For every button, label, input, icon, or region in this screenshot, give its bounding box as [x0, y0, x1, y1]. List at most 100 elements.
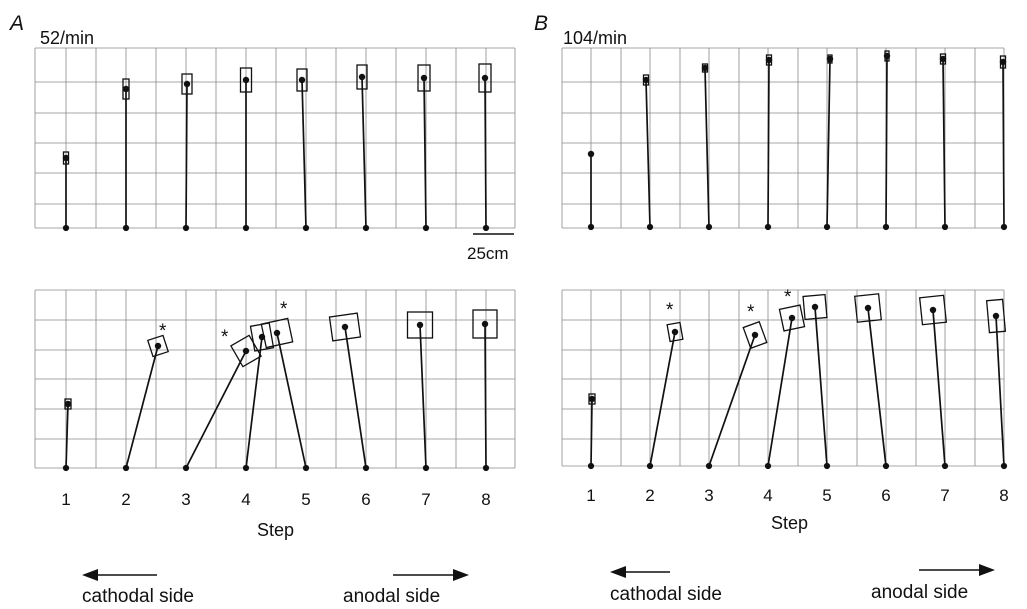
- a-top-step-6-foot-dot: [362, 224, 370, 232]
- step-ticks-b: 1 2 3 4 5 6 7 8: [586, 486, 1008, 505]
- b-bottom-step-3-leg: [708, 334, 756, 467]
- a-top-step-1-body-dot: [62, 154, 70, 162]
- a-bottom-step-5-body-box: [260, 317, 294, 349]
- b-bottom-step-2-body-dot: [671, 328, 679, 336]
- a-top-step-3-body-box: [181, 73, 193, 95]
- cathodal-arrow-a: [82, 569, 157, 581]
- rate-label-b: 104/min: [563, 28, 627, 48]
- b-top-step-3-leg: [704, 67, 710, 228]
- a-bottom-step-2-star: *: [159, 321, 167, 342]
- b-top-step-8-body-dot: [999, 58, 1007, 66]
- x-axis-label-b: Step: [771, 513, 808, 533]
- b-top-step-8-leg: [1002, 61, 1005, 228]
- b-bottom-step-8-foot-dot: [1000, 462, 1008, 470]
- grid-b-bottom: [561, 289, 1005, 467]
- a-top-step-4-body-box: [239, 67, 253, 93]
- panel-letter-b: B: [534, 12, 548, 35]
- b-top-step-7-foot-dot: [941, 223, 949, 231]
- a-top-step-5-foot-dot: [302, 224, 310, 232]
- step-tick-label: 1: [61, 490, 70, 509]
- b-bottom-step-3-star: *: [747, 302, 755, 323]
- b-bottom-step-7-body-box: [918, 294, 948, 326]
- b-top-step-1-foot-dot: [587, 223, 595, 231]
- grid-b-top: [561, 47, 1005, 229]
- b-top-step-4-body-dot: [765, 56, 773, 64]
- b-bottom-step-2-body-box: [666, 321, 684, 343]
- step-tick-label: 2: [645, 486, 654, 505]
- a-top-step-1-foot-dot: [62, 224, 70, 232]
- step-tick-label: 3: [704, 486, 713, 505]
- b-bottom-step-5-leg: [814, 306, 828, 467]
- b-bottom-step-4-foot-dot: [764, 462, 772, 470]
- a-top-step-8-leg: [484, 77, 487, 229]
- a-top-step-3-foot-dot: [182, 224, 190, 232]
- b-bottom-step-2-star: *: [666, 300, 674, 321]
- a-top-step-5-body-dot: [298, 76, 306, 84]
- a-bottom-step-8-leg: [484, 323, 487, 469]
- a-top-step-8-body-dot: [481, 74, 489, 82]
- step-tick-label: 5: [822, 486, 831, 505]
- a-bottom-step-3-body-dot: [242, 347, 250, 355]
- a-bottom-step-5-body-dot: [273, 329, 281, 337]
- a-bottom-step-5-foot-dot: [302, 464, 310, 472]
- rate-label-a: 52/min: [40, 28, 94, 48]
- a-top-step-7-foot-dot: [422, 224, 430, 232]
- a-top-step-3-body-dot: [183, 80, 191, 88]
- step-tick-label: 3: [181, 490, 190, 509]
- a-bottom-step-2-foot-dot: [122, 464, 130, 472]
- a-bottom-step-8-body-box: [472, 309, 498, 339]
- a-bottom-step-5-leg: [276, 332, 307, 469]
- a-bottom-step-7-body-dot: [416, 321, 424, 329]
- a-bottom-step-2-body-dot: [154, 342, 162, 350]
- a-bottom-step-2-leg: [125, 345, 159, 469]
- cathodal-arrow-b: [610, 566, 670, 578]
- step-tick-label: 7: [940, 486, 949, 505]
- step-tick-label: 6: [361, 490, 370, 509]
- b-bottom-step-6-body-box: [853, 293, 883, 323]
- x-axis-label-a: Step: [257, 520, 294, 540]
- b-bottom-step-3-foot-dot: [705, 462, 713, 470]
- step-tick-label: 1: [586, 486, 595, 505]
- b-bottom-step-1-leg: [590, 398, 593, 467]
- anodal-arrow-a: [393, 569, 469, 581]
- cathodal-label-a: cathodal side: [82, 586, 194, 607]
- b-bottom-step-4-body-dot: [788, 314, 796, 322]
- b-bottom-step-1-foot-dot: [587, 462, 595, 470]
- b-bottom-step-8-body-dot: [992, 312, 1000, 320]
- a-top-step-7-leg: [423, 77, 427, 229]
- b-bottom-step-8-body-box: [985, 298, 1007, 334]
- b-top-step-6-leg: [885, 55, 888, 228]
- a-bottom-step-1-foot-dot: [62, 464, 70, 472]
- a-bottom-step-7-leg: [419, 324, 427, 469]
- a-bottom-step-3-leg: [185, 350, 247, 469]
- a-top-step-2-body-dot: [122, 85, 130, 93]
- b-top-step-5-body-dot: [826, 55, 834, 63]
- b-top-step-2-leg: [645, 79, 651, 228]
- a-bottom-step-6-body-box: [328, 312, 362, 342]
- a-top-step-6-body-dot: [358, 73, 366, 81]
- grid-a-top: [34, 47, 516, 229]
- anodal-label-a: anodal side: [343, 586, 440, 607]
- b-top-step-4-leg: [767, 59, 770, 228]
- b-bottom-step-6-body-dot: [864, 304, 872, 312]
- b-top-step-5-leg: [826, 58, 831, 228]
- step-tick-label: 6: [881, 486, 890, 505]
- a-bottom-step-3-star: *: [221, 327, 229, 348]
- step-tick-label: 8: [999, 486, 1008, 505]
- a-bottom-step-6-foot-dot: [362, 464, 370, 472]
- step-tick-label: 2: [121, 490, 130, 509]
- a-top-step-5-leg: [301, 79, 307, 229]
- a-bottom-step-1-body-dot: [64, 400, 72, 408]
- b-top-step-6-body-dot: [883, 52, 891, 60]
- b-top-step-3-foot-dot: [705, 223, 713, 231]
- a-bottom-step-4-leg: [245, 336, 263, 469]
- a-bottom-step-8-foot-dot: [482, 464, 490, 472]
- b-bottom-step-4-leg: [767, 317, 793, 467]
- a-top-step-7-body-dot: [420, 74, 428, 82]
- b-top-step-6-foot-dot: [882, 223, 890, 231]
- b-top-step-3-body-dot: [701, 64, 709, 72]
- b-bottom-step-7-leg: [932, 309, 946, 467]
- step-tick-label: 5: [301, 490, 310, 509]
- b-bottom-step-2-leg: [649, 331, 676, 467]
- cathodal-label-b: cathodal side: [610, 584, 722, 605]
